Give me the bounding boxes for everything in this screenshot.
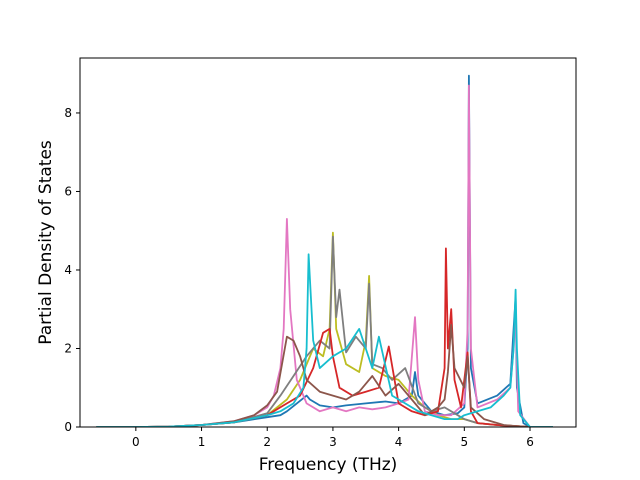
y-tick-label: 2 <box>64 341 72 355</box>
x-tick-label: 0 <box>132 435 140 449</box>
series-line-7 <box>96 253 553 427</box>
y-tick-label: 0 <box>64 420 72 434</box>
y-axis-ticks: 0 2 4 6 8 <box>64 106 80 434</box>
x-tick-label: 3 <box>329 435 337 449</box>
y-tick-label: 4 <box>64 263 72 277</box>
x-axis-label: Frequency (THz) <box>259 455 398 475</box>
y-axis-label: Partial Density of States <box>36 140 56 345</box>
series-line-6 <box>96 323 553 427</box>
y-tick-label: 6 <box>64 184 72 198</box>
plot-area <box>79 57 577 428</box>
x-tick-label: 1 <box>198 435 206 449</box>
series-layer <box>96 74 553 427</box>
x-axis-ticks: 0 1 2 3 4 5 6 <box>132 427 534 449</box>
x-tick-label: 5 <box>460 435 468 449</box>
x-tick-label: 6 <box>526 435 534 449</box>
x-tick-label: 4 <box>395 435 403 449</box>
y-tick-label: 8 <box>64 106 72 120</box>
axes-frame <box>79 57 577 428</box>
series-line-4 <box>96 235 553 427</box>
x-tick-label: 2 <box>263 435 271 449</box>
